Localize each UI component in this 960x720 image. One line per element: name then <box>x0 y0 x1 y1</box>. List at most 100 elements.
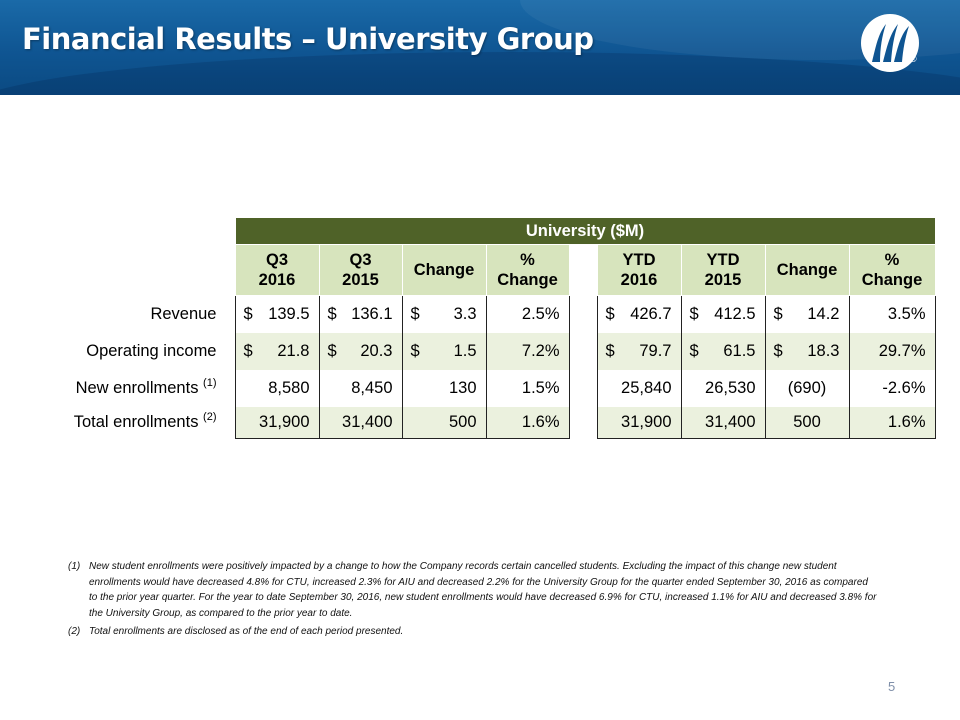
column-header: % Change <box>848 244 936 296</box>
table-cell: 1.6% <box>848 407 936 439</box>
title-banner: Financial Results – University Group ® <box>0 0 960 95</box>
column-header-line2: 2015 <box>342 271 379 289</box>
column-header-line2: Change <box>861 271 923 289</box>
column-header: YTD 2016 <box>596 244 682 296</box>
table-row: Total enrollments (2) 31,900 31,400 500 1.6%… <box>0 407 936 439</box>
slide-title: Financial Results – University Group <box>22 22 594 56</box>
column-header-line1: Change <box>413 261 475 279</box>
table-row: Revenue $139.5 $136.1 $3.3 2.5% $426.7 $412.5 $… <box>0 295 936 334</box>
table-cell: 26,530 <box>680 370 766 407</box>
table-cell: 3.5% <box>848 295 936 333</box>
table-cell: 1.5% <box>485 370 570 407</box>
column-header: Q3 2016 <box>234 244 320 296</box>
column-header-line1: % <box>520 251 535 269</box>
cell-value: 14.2 <box>807 305 840 323</box>
cell-value: 139.5 <box>268 305 310 323</box>
footnote-text: New student enrollments were positively … <box>89 561 877 619</box>
column-header-line1: YTD <box>706 251 740 269</box>
table-cell: 2.5% <box>485 295 570 333</box>
currency-symbol: $ <box>605 342 615 360</box>
table-cell: (690) <box>764 370 850 407</box>
cell-value: 61.5 <box>723 342 756 360</box>
cell-value: 3.3 <box>453 305 477 323</box>
currency-symbol: $ <box>689 342 699 360</box>
footnote-text: Total enrollments are disclosed as of th… <box>89 626 404 638</box>
table-cell: $79.7 <box>596 333 682 370</box>
column-gap <box>569 333 597 370</box>
cell-value: 21.8 <box>277 342 310 360</box>
cell-value: 500 <box>448 413 477 431</box>
cell-value: 20.3 <box>360 342 393 360</box>
row-label: Operating income <box>0 333 235 370</box>
cell-value: 18.3 <box>807 342 840 360</box>
cell-value: 7.2% <box>521 342 560 360</box>
cell-value: 31,400 <box>705 413 756 431</box>
cell-value: 29.7% <box>878 342 926 360</box>
column-header-line1: YTD <box>622 251 656 269</box>
cell-value: 26,530 <box>705 379 756 397</box>
column-header: YTD 2015 <box>680 244 766 296</box>
column-header-line1: % <box>884 251 900 269</box>
cell-value: 31,900 <box>621 413 672 431</box>
cell-value: 31,900 <box>259 413 310 431</box>
column-header-line2: 2016 <box>258 271 296 289</box>
table-cell: $20.3 <box>318 333 403 370</box>
registered-mark: ® <box>910 54 917 64</box>
table-cell: $412.5 <box>680 295 766 333</box>
column-header: Change <box>764 244 850 296</box>
footnotes: (1) New student enrollments were positive… <box>68 559 878 643</box>
table-cell: 1.6% <box>485 407 570 439</box>
table-cell: 31,400 <box>680 407 766 439</box>
cell-value: 3.5% <box>887 305 926 323</box>
table-cell: 7.2% <box>485 333 570 370</box>
row-label: Revenue <box>0 296 235 334</box>
row-label: Total enrollments (2) <box>0 407 235 439</box>
cell-value: 412.5 <box>714 305 756 323</box>
column-gap <box>569 245 597 296</box>
footnote-number: (1) <box>68 561 81 572</box>
row-label-text: New enrollments <box>75 379 199 397</box>
column-header: Change <box>401 244 487 296</box>
cell-value: -2.6% <box>882 379 926 397</box>
page-number: 5 <box>888 679 896 694</box>
currency-symbol: $ <box>773 305 783 323</box>
table-cell: $61.5 <box>680 333 766 370</box>
table-cell: 8,450 <box>318 370 403 407</box>
currency-symbol: $ <box>410 305 420 323</box>
footnote-ref: (1) <box>203 377 217 389</box>
table-cell: $3.3 <box>401 295 487 333</box>
table-cell: $136.1 <box>318 295 403 333</box>
university-results-table: University ($M) Q3 2016 Q3 2015 Change% Chang… <box>0 217 936 439</box>
table-cell: $18.3 <box>764 333 850 370</box>
company-logo-icon <box>861 14 919 72</box>
table-cell: 500 <box>764 407 850 439</box>
column-gap <box>569 370 597 407</box>
cell-value: 8,450 <box>351 379 393 397</box>
currency-symbol: $ <box>243 305 253 323</box>
table-cell: 29.7% <box>848 333 936 370</box>
column-gap <box>569 296 597 334</box>
footnote-item: (1) New student enrollments were positive… <box>68 559 878 621</box>
column-header: Q3 2015 <box>318 244 403 296</box>
group-header-row: University ($M) <box>0 217 936 245</box>
row-label-text: Operating income <box>86 342 217 360</box>
cell-value: 130 <box>448 379 477 397</box>
cell-value: 1.5% <box>521 379 560 397</box>
currency-symbol: $ <box>689 305 699 323</box>
column-header-line1: Q3 <box>265 251 288 269</box>
column-gap <box>569 407 597 439</box>
currency-symbol: $ <box>243 342 253 360</box>
cell-value: 8,580 <box>268 379 310 397</box>
table-cell: 31,900 <box>234 407 320 439</box>
column-header-line2: 2016 <box>620 271 658 289</box>
table-row: New enrollments (1) 8,580 8,450 130 1.5% 25,8… <box>0 370 936 407</box>
table-cell: $14.2 <box>764 295 850 333</box>
cell-value: 79.7 <box>639 342 672 360</box>
cell-value: 1.6% <box>521 413 560 431</box>
footnote-ref: (2) <box>203 411 217 424</box>
table-cell: 31,400 <box>318 407 403 439</box>
table-cell: 25,840 <box>596 370 682 407</box>
table-cell: $139.5 <box>234 295 320 333</box>
column-header-line1: Q3 <box>349 251 372 269</box>
cell-value: (690) <box>787 379 827 397</box>
